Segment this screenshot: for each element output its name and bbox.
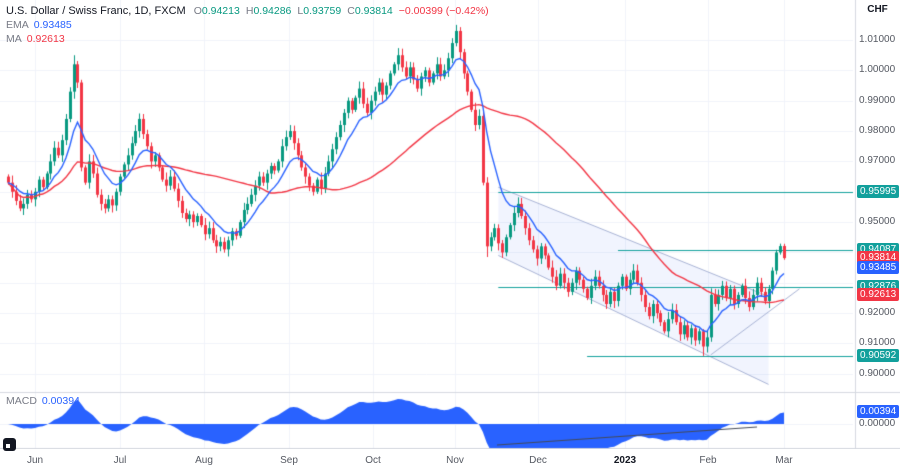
indicator-value: 0.92613 [26, 33, 65, 45]
price-badge: 0.90592 [857, 348, 900, 362]
price-axis-label: 1.00000 [859, 64, 896, 76]
macd-name: MACD [6, 395, 37, 407]
time-axis-label: Aug [195, 455, 213, 466]
price-axis-label: 0.95000 [859, 216, 896, 228]
symbol-title[interactable]: U.S. Dollar / Swiss Franc, 1D, FXCM [6, 4, 186, 17]
chart-legend: U.S. Dollar / Swiss Franc, 1D, FXCM O 0.… [6, 3, 489, 46]
time-axis-label: Nov [446, 455, 464, 466]
open-value: 0.94213 [201, 4, 240, 17]
indicator-legend-ma[interactable]: MA 0.92613 [6, 32, 489, 46]
symbol-row: U.S. Dollar / Swiss Franc, 1D, FXCM O 0.… [6, 3, 489, 18]
high-label: H [245, 4, 254, 17]
low-label: L [297, 4, 304, 17]
indicator-value: 0.93485 [33, 19, 72, 31]
macd-zero-label: 0.00000 [859, 418, 896, 429]
tradingview-logo[interactable] [3, 438, 16, 451]
indicator-name: MA [6, 33, 22, 45]
close-value: 0.93814 [354, 4, 393, 17]
time-axis[interactable]: Jun Jul Aug Sep Oct Nov Dec 2023 Feb Mar [0, 449, 900, 474]
price-axis-label: 1.01000 [859, 34, 896, 46]
price-axis-label: 0.98000 [859, 125, 896, 137]
price-axis[interactable]: 1.01000 1.00000 0.99000 0.98000 0.97000 0.950… [856, 0, 900, 448]
time-axis-label: Jun [26, 455, 44, 466]
macd-legend[interactable]: MACD 0.00394 [6, 395, 80, 407]
price-axis-label: 0.97000 [859, 155, 896, 167]
price-badge: 0.95995 [857, 184, 900, 198]
time-axis-label: Dec [529, 455, 547, 466]
time-axis-label: Sep [280, 455, 298, 466]
indicator-legend-ema[interactable]: EMA 0.93485 [6, 18, 489, 32]
price-axis-label: 0.92000 [859, 307, 896, 319]
price-axis-label: 0.90000 [859, 367, 896, 379]
time-axis-label: Mar [775, 455, 793, 466]
low-value: 0.93759 [303, 4, 342, 17]
high-value: 0.94286 [253, 4, 292, 17]
time-axis-label: Jul [113, 455, 127, 466]
indicator-name: EMA [6, 19, 29, 31]
macd-legend-value: 0.00394 [41, 395, 80, 407]
open-label: O [193, 4, 202, 17]
macd-value-badge: 0.00394 [857, 405, 900, 419]
ohlc-values: O 0.94213 H 0.94286 L 0.93759 C 0.93814 … [194, 5, 489, 17]
time-axis-label: Feb [699, 455, 717, 466]
price-axis-label: 0.91000 [859, 337, 896, 349]
close-label: C [347, 4, 355, 17]
price-badge: 0.92613 [857, 287, 900, 301]
time-axis-label: 2023 [613, 455, 637, 466]
indicator-legends: EMA 0.93485 MA 0.92613 [6, 18, 489, 46]
price-axis-currency: CHF [867, 4, 888, 15]
change-value: −0.00399 (−0.42%) [398, 4, 489, 17]
time-axis-label: Oct [365, 455, 381, 466]
price-badge: 0.93814 [857, 251, 900, 265]
price-axis-label: 0.99000 [859, 94, 896, 106]
price-badge: 0.93485 [857, 261, 900, 275]
